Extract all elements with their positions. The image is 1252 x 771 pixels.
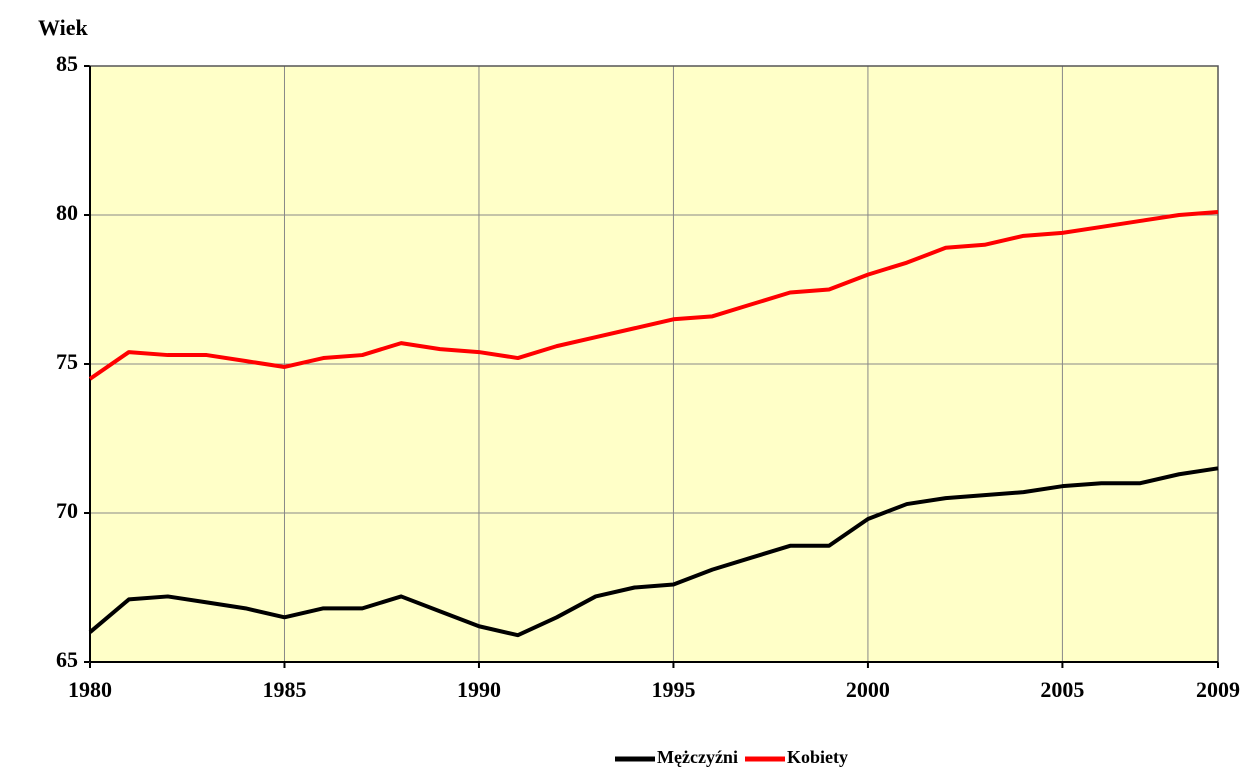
y-tick-label: 85 — [56, 51, 78, 76]
x-tick-label: 1995 — [651, 677, 695, 702]
y-axis-label: Wiek — [38, 15, 88, 40]
y-tick-label: 80 — [56, 200, 78, 225]
x-tick-label: 1985 — [262, 677, 306, 702]
x-tick-label: 2009 — [1196, 677, 1240, 702]
series-line — [88, 210, 1219, 381]
y-tick-label: 75 — [56, 349, 78, 374]
legend-label: Mężczyźni — [657, 747, 738, 767]
y-tick-label: 65 — [56, 647, 78, 672]
y-tick-label: 70 — [56, 498, 78, 523]
x-tick-label: 1980 — [68, 677, 112, 702]
x-tick-label: 2005 — [1040, 677, 1084, 702]
x-tick-label: 1990 — [457, 677, 501, 702]
legend-label: Kobiety — [787, 747, 848, 767]
x-tick-label: 2000 — [846, 677, 890, 702]
series-line — [88, 466, 1219, 638]
